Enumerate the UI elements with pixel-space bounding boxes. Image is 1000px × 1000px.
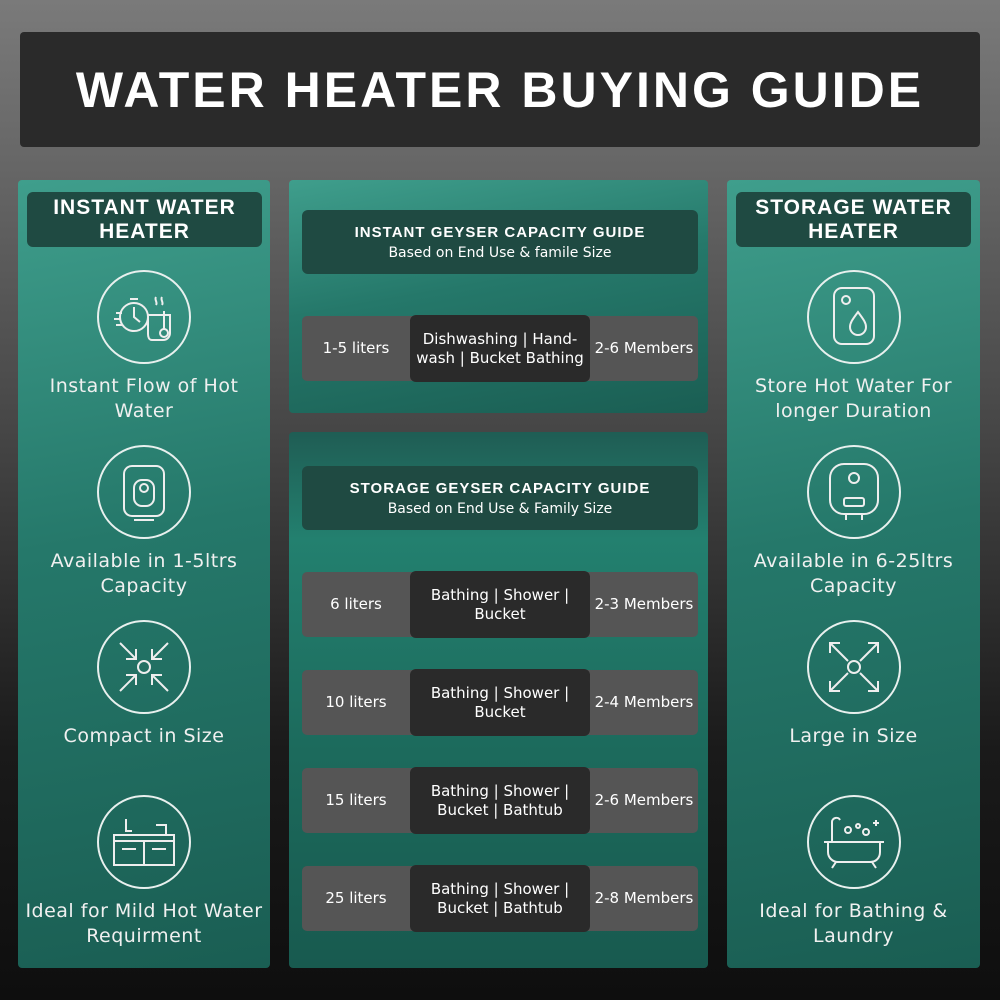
feature-text: Available in 6-25ltrs Capacity — [753, 550, 954, 597]
members: 2-3 Members — [594, 595, 694, 613]
guide-title: INSTANT GEYSER CAPACITY GUIDE — [354, 223, 646, 241]
feature-item: Available in 6-25ltrs Capacity — [727, 445, 980, 599]
capacity-row: 10 liters Bathing | Shower | Bucket 2-4 … — [302, 669, 698, 736]
end-use: Bathing | Shower | Bucket — [410, 669, 590, 736]
feature-item: Large in Size — [727, 620, 980, 749]
feature-text: Available in 1-5ltrs Capacity — [50, 550, 238, 597]
feature-item: Ideal for Mild Hot Water Requirment — [18, 795, 270, 949]
feature-text: Instant Flow of Hot Water — [49, 375, 239, 422]
capacity-row: 1-5 liters Dishwashing | Hand-wash | Buc… — [302, 315, 698, 382]
kitchen-sink-icon — [97, 795, 191, 889]
storage-tank-drop-icon — [806, 270, 901, 364]
bathtub-icon — [806, 795, 901, 889]
end-use: Bathing | Shower | Bucket | Bathtub — [410, 767, 590, 834]
guide-header: STORAGE GEYSER CAPACITY GUIDE Based on E… — [302, 466, 698, 530]
capacity-row: 15 liters Bathing | Shower | Bucket | Ba… — [302, 767, 698, 834]
feature-text: Ideal for Bathing & Laundry — [759, 900, 948, 947]
capacity: 1-5 liters — [322, 339, 390, 357]
guide-subtitle: Based on End Use & Family Size — [387, 500, 613, 517]
feature-text: Ideal for Mild Hot Water Requirment — [25, 900, 263, 947]
guide-header: INSTANT GEYSER CAPACITY GUIDE Based on E… — [302, 210, 698, 274]
stopwatch-hot-water-icon — [97, 270, 191, 364]
feature-text: Compact in Size — [63, 725, 225, 747]
feature-item: Store Hot Water For longer Duration — [727, 270, 980, 424]
capacity: 25 liters — [325, 889, 387, 907]
members: 2-6 Members — [594, 791, 694, 809]
capacity: 15 liters — [325, 791, 387, 809]
capacity-row: 6 liters Bathing | Shower | Bucket 2-3 M… — [302, 571, 698, 638]
capacity-row: 25 liters Bathing | Shower | Bucket | Ba… — [302, 865, 698, 932]
storage-geyser-icon — [806, 445, 901, 539]
instant-geyser-icon — [97, 445, 191, 539]
page-title: WATER HEATER BUYING GUIDE — [20, 32, 980, 147]
storage-water-heater-panel: STORAGE WATER HEATER Store Hot Water For… — [727, 180, 980, 968]
members: 2-8 Members — [594, 889, 694, 907]
compress-arrows-icon — [97, 620, 191, 714]
guide-subtitle: Based on End Use & famile Size — [388, 244, 612, 261]
capacity: 10 liters — [325, 693, 387, 711]
capacity: 6 liters — [330, 595, 382, 613]
feature-item: Ideal for Bathing & Laundry — [727, 795, 980, 949]
end-use: Bathing | Shower | Bucket | Bathtub — [410, 865, 590, 932]
feature-text: Large in Size — [789, 725, 918, 747]
end-use: Dishwashing | Hand-wash | Bucket Bathing — [410, 315, 590, 382]
guide-title: STORAGE GEYSER CAPACITY GUIDE — [349, 479, 651, 497]
feature-item: Compact in Size — [18, 620, 270, 749]
expand-arrows-icon — [806, 620, 901, 714]
feature-item: Available in 1-5ltrs Capacity — [18, 445, 270, 599]
members: 2-4 Members — [594, 693, 694, 711]
feature-item: Instant Flow of Hot Water — [18, 270, 270, 424]
feature-text: Store Hot Water For longer Duration — [754, 375, 953, 422]
end-use: Bathing | Shower | Bucket — [410, 571, 590, 638]
members: 2-6 Members — [594, 339, 694, 357]
instant-guide-panel: INSTANT GEYSER CAPACITY GUIDE Based on E… — [289, 180, 708, 413]
panel-header: INSTANT WATER HEATER — [27, 192, 262, 247]
storage-guide-panel: STORAGE GEYSER CAPACITY GUIDE Based on E… — [289, 432, 708, 968]
panel-header: STORAGE WATER HEATER — [736, 192, 971, 247]
instant-water-heater-panel: INSTANT WATER HEATER Instant Flow of Hot… — [18, 180, 270, 968]
